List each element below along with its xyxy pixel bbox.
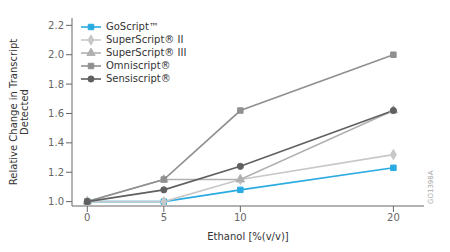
html-text:Sensiscript®: Sensiscript® — [106, 73, 171, 84]
svg-text:1.2: 1.2 — [48, 167, 64, 178]
svg-text:2.0: 2.0 — [48, 49, 64, 60]
html-text:Omniscript®: Omniscript® — [106, 60, 171, 71]
svg-text:1.0: 1.0 — [48, 196, 64, 207]
html-text:SuperScript® III: SuperScript® III — [106, 47, 187, 58]
svg-text:5: 5 — [161, 212, 167, 223]
svg-text:Ethanol [%(v/v)]: Ethanol [%(v/v)] — [207, 231, 289, 242]
svg-text:1.8: 1.8 — [48, 79, 64, 90]
svg-text:1.4: 1.4 — [48, 137, 64, 148]
html-text:GoScript™: GoScript™ — [106, 21, 159, 32]
svg-text:10: 10 — [234, 212, 247, 223]
svg-text:20: 20 — [387, 212, 400, 223]
svg-text:Relative Change in TranscriptD: Relative Change in TranscriptDetected — [8, 39, 30, 185]
svg-text:2.2: 2.2 — [48, 20, 64, 31]
html-text:SuperScript® II: SuperScript® II — [106, 34, 184, 45]
html-text:GO1398A: GO1398A — [427, 170, 435, 204]
svg-text:0: 0 — [84, 212, 90, 223]
svg-text:1.6: 1.6 — [48, 108, 64, 119]
